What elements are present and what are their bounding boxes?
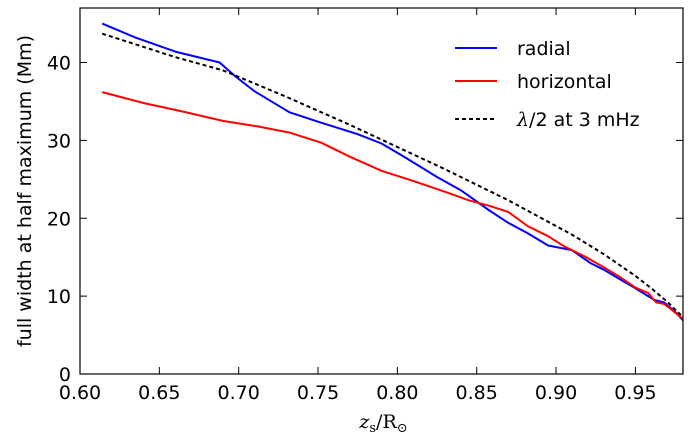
y-tick-label: 30 bbox=[47, 130, 71, 152]
half-wavelength-series-line bbox=[101, 32, 683, 318]
x-axis-label-den: R bbox=[382, 411, 397, 433]
x-tick-label: 0.85 bbox=[456, 382, 498, 404]
x-axis-label-slash: / bbox=[376, 411, 383, 433]
legend-label-horizontal: horizontal bbox=[517, 71, 612, 93]
y-tick-label: 0 bbox=[59, 364, 71, 386]
y-tick-label: 20 bbox=[47, 208, 71, 230]
series-group bbox=[101, 22, 683, 321]
x-axis-label-den-sub: ⊙ bbox=[397, 421, 408, 436]
x-tick-label: 0.70 bbox=[218, 382, 260, 404]
legend-label-lambda: λ bbox=[516, 109, 529, 131]
x-tick-label: 0.75 bbox=[297, 382, 339, 404]
legend-label-half-wavelength: λ/2 at 3 mHz bbox=[516, 109, 640, 131]
legend-label-radial: radial bbox=[517, 38, 571, 60]
radial-series-line bbox=[101, 22, 683, 321]
x-tick-label: 0.90 bbox=[535, 382, 577, 404]
x-tick-label: 0.80 bbox=[376, 382, 418, 404]
x-axis-label: zs/R⊙ bbox=[358, 411, 407, 436]
x-tick-label: 0.60 bbox=[59, 382, 101, 404]
x-tick-label: 0.65 bbox=[138, 382, 180, 404]
x-axis-label-base: z bbox=[358, 411, 370, 433]
y-tick-label: 10 bbox=[47, 286, 71, 308]
y-tick-label: 40 bbox=[47, 53, 71, 75]
y-axis-label: full width at half maximum (Mm) bbox=[14, 35, 36, 347]
x-axis-label-sub: s bbox=[369, 421, 376, 436]
plot-frame bbox=[79, 7, 684, 375]
horizontal-series-line bbox=[101, 91, 683, 320]
legend-label-rest: /2 at 3 mHz bbox=[529, 109, 640, 131]
x-tick-label: 0.95 bbox=[614, 382, 656, 404]
